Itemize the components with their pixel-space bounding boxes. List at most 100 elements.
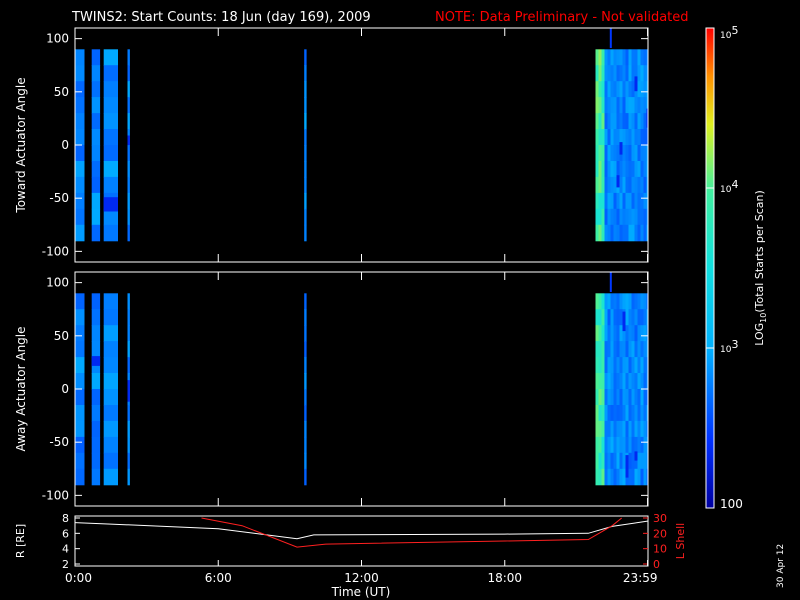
heatmap-cell <box>643 389 647 406</box>
heatmap-cell <box>604 373 608 390</box>
heatmap-cell <box>643 49 647 66</box>
heatmap-cell-low <box>127 135 130 146</box>
colorbar-tick-label: 104 <box>720 178 738 195</box>
heatmap-cell <box>75 129 85 146</box>
heatmap-cell <box>625 113 629 130</box>
heatmap-cell <box>604 357 608 374</box>
heatmap-cell <box>637 49 641 66</box>
heatmap-cell <box>628 309 632 326</box>
heatmap-cell <box>640 129 644 146</box>
heatmap-cell <box>616 49 620 66</box>
heatmap-cell <box>610 161 614 178</box>
heatmap-cell <box>640 341 644 358</box>
heatmap-cell <box>601 309 605 326</box>
heatmap-cell <box>616 113 620 130</box>
heatmap-cell <box>91 97 101 114</box>
heatmap-cell <box>628 65 632 82</box>
away-heatmap-data <box>75 272 648 486</box>
heatmap-cell <box>610 113 614 130</box>
heatmap-cell <box>304 341 307 358</box>
heatmap-cell <box>607 373 611 390</box>
heatmap-cell <box>622 373 626 390</box>
heatmap-cell <box>598 81 602 98</box>
heatmap-cell <box>628 389 632 406</box>
heatmap-cell <box>625 436 629 454</box>
heatmap-cell <box>91 468 101 486</box>
heatmap-cell <box>622 129 626 146</box>
heatmap-cell <box>127 224 130 242</box>
heatmap-cell <box>625 176 629 194</box>
y-tick-label: -100 <box>42 244 69 258</box>
heatmap-cell <box>304 65 307 82</box>
heatmap-cell <box>304 208 307 226</box>
heatmap-cell <box>604 420 608 438</box>
heatmap-cell-low <box>625 455 629 478</box>
heatmap-cell <box>634 97 638 114</box>
heatmap-cell <box>628 81 632 98</box>
heatmap-cell <box>613 208 617 226</box>
heatmap-cell <box>625 129 629 146</box>
heatmap-cell <box>616 452 620 470</box>
heatmap-cell <box>631 325 635 342</box>
heatmap-cell <box>646 309 648 326</box>
heatmap-cell <box>619 81 623 98</box>
heatmap-cell <box>127 81 130 98</box>
heatmap-cell <box>91 49 101 66</box>
heatmap-cell <box>610 436 614 454</box>
heatmap-cell-low <box>127 380 130 402</box>
heatmap-cell <box>634 224 638 242</box>
heatmap-cell <box>604 293 608 310</box>
lshell-tick-label: 20 <box>653 527 667 540</box>
heatmap-cell <box>127 436 130 454</box>
heatmap-cell <box>628 325 632 342</box>
heatmap-cell <box>127 145 130 162</box>
heatmap-cell <box>127 97 130 114</box>
heatmap-cell <box>619 208 623 226</box>
heatmap-cell <box>304 309 307 326</box>
heatmap-cell <box>613 97 617 114</box>
heatmap-cell <box>75 293 85 310</box>
heatmap-cell <box>304 420 307 438</box>
colorbar-tick-label: 100 <box>720 497 743 511</box>
heatmap-cell <box>304 293 307 310</box>
heatmap-cell-low <box>616 175 620 188</box>
heatmap-cell <box>601 293 605 310</box>
heatmap-cell <box>598 405 602 422</box>
heatmap-cell <box>637 420 641 438</box>
heatmap-cell <box>607 81 611 98</box>
heatmap-cell <box>631 81 635 98</box>
away-y-axis-ticks: 100 50 0 -50 -100 <box>42 272 649 506</box>
heatmap-cell <box>610 97 614 114</box>
heatmap-cell <box>595 208 599 226</box>
heatmap-cell <box>631 176 635 194</box>
heatmap-cell <box>637 309 641 326</box>
heatmap-cell <box>103 325 118 342</box>
heatmap-cell <box>103 452 118 470</box>
heatmap-cell <box>622 224 626 242</box>
heatmap-cell <box>625 373 629 390</box>
heatmap-cell <box>616 436 620 454</box>
heatmap-cell <box>610 325 614 342</box>
heatmap-cell <box>607 224 611 242</box>
heatmap-cell <box>598 357 602 374</box>
heatmap-cell <box>610 452 614 470</box>
orbit-lines <box>74 517 648 548</box>
heatmap-cell <box>628 97 632 114</box>
heatmap-cell <box>643 468 647 486</box>
heatmap-cell <box>601 357 605 374</box>
heatmap-cell <box>637 293 641 310</box>
heatmap-cell <box>607 341 611 358</box>
heatmap-cell <box>643 309 647 326</box>
heatmap-cell <box>304 145 307 162</box>
heatmap-cell <box>637 176 641 194</box>
heatmap-cell-low <box>91 356 101 366</box>
heatmap-cell <box>619 113 623 130</box>
heatmap-cell <box>631 452 635 470</box>
heatmap-cell <box>595 49 599 66</box>
time-tick-label: 23:59 <box>623 571 658 585</box>
heatmap-cell <box>91 208 101 226</box>
heatmap-cell <box>640 65 644 82</box>
heatmap-cell <box>634 452 638 470</box>
heatmap-cell <box>604 192 608 210</box>
heatmap-cell <box>616 129 620 146</box>
